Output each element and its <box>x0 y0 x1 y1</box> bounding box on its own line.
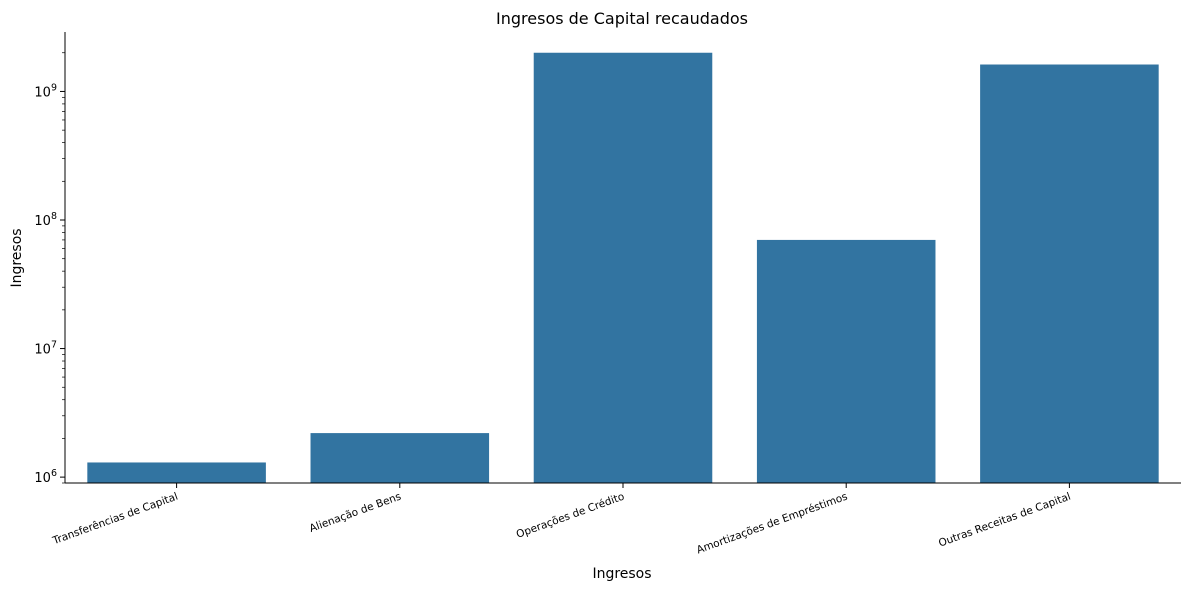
x-tick-label: Alienação de Bens <box>308 491 403 535</box>
y-tick-label: 106 <box>34 468 57 486</box>
x-axis-label: Ingresos <box>592 566 651 582</box>
y-tick-label: 109 <box>34 82 57 100</box>
x-axis-ticks: Transferências de Capital Alienação de Be… <box>50 483 1072 556</box>
bar <box>87 462 266 483</box>
bar <box>980 64 1159 484</box>
y-tick-label: 107 <box>34 340 57 358</box>
x-tick-label: Outras Receitas de Capital <box>937 491 1072 550</box>
chart-title: Ingresos de Capital recaudados <box>496 9 748 28</box>
bar <box>533 52 713 483</box>
bar <box>310 433 490 483</box>
x-tick-label: Transferências de Capital <box>50 491 179 548</box>
bar <box>756 239 936 483</box>
y-axis-label: Ingresos <box>9 228 25 287</box>
x-tick-label: Operações de Crédito <box>515 491 626 541</box>
y-tick-label: 108 <box>34 211 57 229</box>
bars <box>87 52 1159 484</box>
y-axis-ticks: 106 107 108 109 <box>34 52 65 486</box>
x-tick-label: Amortizações de Empréstimos <box>695 491 849 557</box>
